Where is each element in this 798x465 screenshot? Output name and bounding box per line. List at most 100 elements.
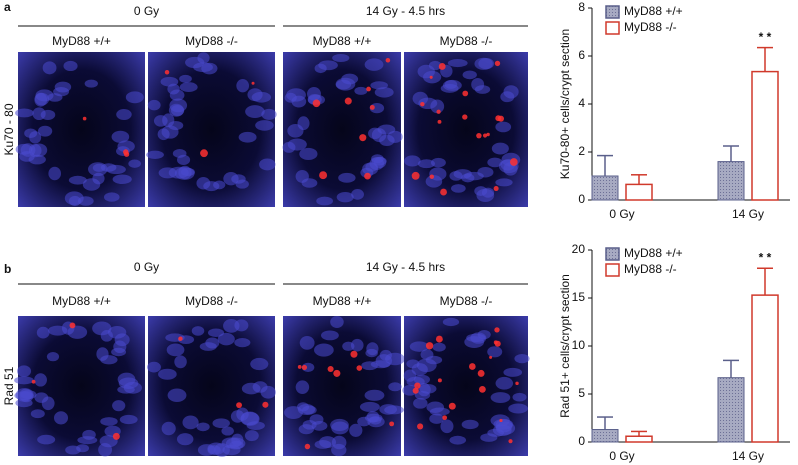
- legend-label: MyD88 -/-: [624, 20, 677, 34]
- red-spot: [164, 70, 170, 75]
- nucleus: [20, 143, 36, 157]
- red-spot: [420, 101, 425, 107]
- nucleus: [319, 436, 337, 449]
- significance: * *: [759, 30, 772, 44]
- nucleus: [107, 325, 127, 339]
- y-tick-label: 0: [578, 192, 585, 206]
- red-spot: [429, 174, 435, 179]
- red-spot: [112, 432, 120, 440]
- nucleus: [231, 433, 244, 447]
- red-spot: [369, 104, 375, 110]
- nucleus: [331, 443, 347, 457]
- bar: [717, 161, 745, 201]
- y-tick-label: 10: [572, 338, 586, 352]
- nucleus: [470, 332, 487, 344]
- red-spot: [494, 327, 500, 333]
- nucleus: [282, 141, 296, 153]
- nucleus: [111, 130, 130, 143]
- nucleus: [118, 377, 139, 389]
- nucleus: [176, 154, 191, 165]
- column-label: MyD88 +/+: [52, 294, 111, 308]
- nucleus: [201, 62, 218, 75]
- nucleus: [449, 435, 467, 445]
- nucleus: [490, 392, 511, 403]
- nucleus: [161, 421, 176, 436]
- column-label: MyD88 +/+: [313, 34, 372, 48]
- nucleus: [158, 368, 177, 380]
- x-tick-label: 14 Gy: [732, 207, 764, 221]
- nucleus: [318, 60, 338, 71]
- group-label: 14 Gy - 4.5 hrs: [366, 260, 445, 274]
- legend-swatch: [605, 21, 620, 35]
- column-label: MyD88 +/+: [313, 294, 372, 308]
- nucleus: [512, 392, 527, 402]
- nucleus: [379, 349, 392, 361]
- nucleus: [231, 174, 246, 184]
- nucleus: [449, 171, 463, 181]
- y-axis-label: Rad 51+ cells/crypt section: [558, 274, 572, 418]
- nucleus: [368, 127, 382, 140]
- nucleus: [373, 156, 387, 169]
- nucleus: [111, 347, 127, 357]
- red-spot: [304, 443, 311, 450]
- nucleus: [191, 326, 205, 336]
- red-spot: [123, 151, 130, 157]
- nucleus: [197, 52, 210, 64]
- red-spot: [515, 381, 519, 386]
- nucleus: [387, 130, 403, 143]
- nucleus: [100, 417, 118, 426]
- y-axis-label: Ku70-80+ cells/crypt section: [558, 29, 572, 179]
- nucleus: [42, 61, 57, 75]
- nucleus: [365, 348, 378, 358]
- nucleus: [429, 413, 445, 424]
- nucleus: [67, 325, 88, 339]
- nucleus: [147, 99, 161, 111]
- nucleus: [34, 392, 49, 403]
- legend-swatch: [605, 247, 620, 261]
- nucleus: [167, 388, 187, 402]
- nucleus: [179, 74, 192, 83]
- y-tick-label: 15: [572, 290, 586, 304]
- red-spot: [486, 132, 490, 137]
- nucleus: [174, 355, 187, 369]
- nucleus: [481, 187, 495, 198]
- nucleus: [260, 385, 276, 399]
- nucleus: [474, 57, 493, 70]
- group-label: 14 Gy - 4.5 hrs: [366, 4, 445, 18]
- nucleus: [491, 142, 509, 155]
- nucleus: [238, 131, 257, 143]
- red-spot: [350, 350, 358, 358]
- bar: [751, 70, 779, 201]
- nucleus: [68, 175, 87, 185]
- nucleus: [338, 172, 356, 183]
- red-spot: [344, 97, 352, 105]
- red-spot: [437, 119, 442, 124]
- nucleus: [29, 131, 42, 144]
- nucleus: [68, 195, 82, 207]
- red-spot: [366, 86, 371, 92]
- nucleus: [196, 422, 210, 432]
- nucleus: [299, 147, 318, 161]
- red-spot: [236, 402, 242, 409]
- nucleus: [244, 430, 259, 442]
- nucleus: [379, 404, 397, 415]
- y-tick-label: 4: [578, 96, 585, 110]
- y-tick-label: 6: [578, 48, 585, 62]
- nucleus: [447, 59, 468, 68]
- nucleus: [255, 120, 274, 131]
- bar: [625, 435, 653, 443]
- nucleus: [46, 352, 60, 362]
- nucleus: [240, 411, 259, 426]
- legend-swatch: [605, 5, 620, 19]
- red-spot: [412, 387, 419, 394]
- nucleus: [503, 85, 519, 99]
- nucleus: [84, 79, 98, 88]
- red-spot: [312, 99, 321, 108]
- nucleus: [146, 150, 164, 159]
- nucleus: [314, 343, 334, 357]
- nucleus: [30, 409, 45, 419]
- nucleus: [474, 85, 491, 94]
- nucleus: [362, 162, 379, 176]
- nucleus: [53, 411, 69, 425]
- nucleus: [128, 159, 142, 168]
